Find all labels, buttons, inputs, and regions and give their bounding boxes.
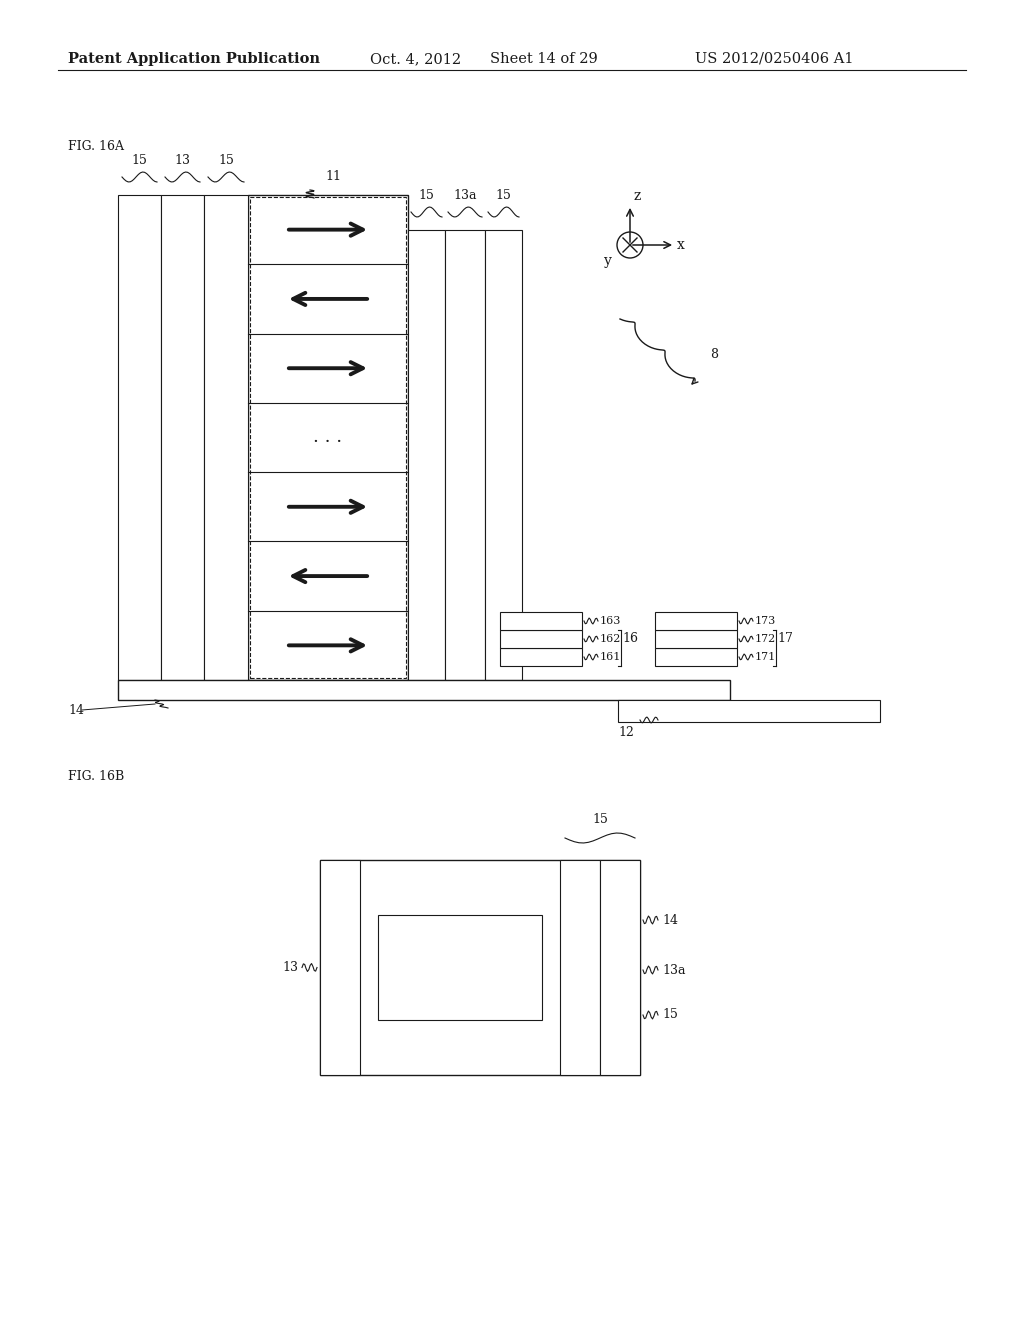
Bar <box>319 861 640 1074</box>
Text: 15: 15 <box>662 1008 678 1022</box>
Text: 162: 162 <box>600 634 622 644</box>
Text: 13a: 13a <box>662 964 685 977</box>
Bar <box>250 197 406 678</box>
Text: 13: 13 <box>174 154 190 168</box>
Text: Patent Application Publication: Patent Application Publication <box>68 51 319 66</box>
Text: 15: 15 <box>218 154 233 168</box>
Text: 13a: 13a <box>454 189 477 202</box>
Bar <box>118 680 730 700</box>
Bar <box>408 230 445 680</box>
Text: 172: 172 <box>755 634 776 644</box>
Text: US 2012/0250406 A1: US 2012/0250406 A1 <box>695 51 853 66</box>
Text: 14: 14 <box>662 913 678 927</box>
Bar <box>319 861 360 1074</box>
Bar <box>500 648 582 667</box>
Bar <box>618 700 880 722</box>
Text: 15: 15 <box>131 154 147 168</box>
Text: 173: 173 <box>755 616 776 626</box>
Text: 14: 14 <box>68 704 84 717</box>
Text: 13: 13 <box>282 961 298 974</box>
Bar <box>560 861 600 1074</box>
Text: Oct. 4, 2012: Oct. 4, 2012 <box>370 51 461 66</box>
Bar <box>161 195 204 680</box>
Text: FIG. 16A: FIG. 16A <box>68 140 124 153</box>
Bar <box>204 195 248 680</box>
Text: FIG. 16B: FIG. 16B <box>68 770 124 783</box>
Text: 8: 8 <box>710 348 718 360</box>
Text: Sheet 14 of 29: Sheet 14 of 29 <box>490 51 598 66</box>
Bar <box>655 630 737 648</box>
Text: 171: 171 <box>755 652 776 663</box>
Bar <box>118 195 161 680</box>
Text: 161: 161 <box>600 652 622 663</box>
Text: z: z <box>634 189 641 203</box>
Bar <box>445 230 485 680</box>
Bar <box>500 630 582 648</box>
Text: y: y <box>604 253 612 268</box>
Text: 15: 15 <box>592 813 608 826</box>
Bar <box>248 195 408 680</box>
Text: 12: 12 <box>618 726 634 739</box>
Text: 16: 16 <box>622 632 638 645</box>
Bar <box>655 612 737 630</box>
Bar <box>378 915 542 1020</box>
Text: 163: 163 <box>600 616 622 626</box>
Text: 15: 15 <box>496 189 511 202</box>
Bar <box>500 612 582 630</box>
Text: 15: 15 <box>419 189 434 202</box>
Text: 11: 11 <box>325 170 341 183</box>
Text: x: x <box>677 238 685 252</box>
Text: 17: 17 <box>777 632 793 645</box>
Bar <box>600 861 640 1074</box>
Bar <box>655 648 737 667</box>
Bar <box>485 230 522 680</box>
Text: . . .: . . . <box>313 429 343 446</box>
